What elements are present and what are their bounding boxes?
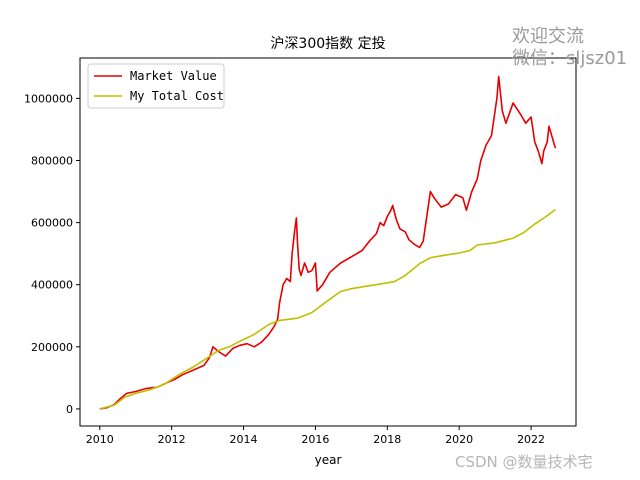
- x-tick-label: 2012: [158, 433, 186, 446]
- y-axis: 0 200000 400000 600000 800000 1000000: [24, 92, 80, 416]
- x-tick-label: 2020: [445, 433, 473, 446]
- x-tick-label: 2014: [230, 433, 258, 446]
- x-tick-label: 2018: [373, 433, 401, 446]
- x-tick-label: 2010: [86, 433, 114, 446]
- x-tick-label: 2022: [517, 433, 545, 446]
- x-axis-label: year: [315, 453, 342, 467]
- legend: Market Value My Total Cost: [87, 63, 225, 109]
- series-line-market-value: [99, 75, 557, 410]
- watermark-contact: 欢迎交流 微信：sljsz01: [512, 26, 627, 70]
- y-tick-label: 400000: [31, 279, 73, 292]
- plot-area: [99, 75, 557, 410]
- y-tick-label: 0: [66, 403, 73, 416]
- legend-label: My Total Cost: [130, 89, 224, 103]
- legend-box: [87, 63, 225, 109]
- chart-title: 沪深300指数 定投: [270, 36, 385, 52]
- y-tick-label: 1000000: [24, 92, 73, 105]
- watermark-line: 微信：sljsz01: [512, 48, 628, 69]
- plot-frame: [79, 57, 577, 427]
- legend-label: Market Value: [130, 69, 217, 83]
- series-line-total-cost: [99, 208, 556, 410]
- watermark-csdn: CSDN @数量技术宅: [455, 453, 593, 471]
- watermark-line: 欢迎交流: [512, 26, 584, 47]
- x-tick-label: 2016: [301, 433, 329, 446]
- y-tick-label: 200000: [31, 341, 73, 354]
- y-tick-label: 600000: [31, 217, 73, 230]
- y-tick-label: 800000: [31, 154, 73, 167]
- x-axis: 2010 2012 2014 2016 2018 2020 2022: [86, 426, 545, 446]
